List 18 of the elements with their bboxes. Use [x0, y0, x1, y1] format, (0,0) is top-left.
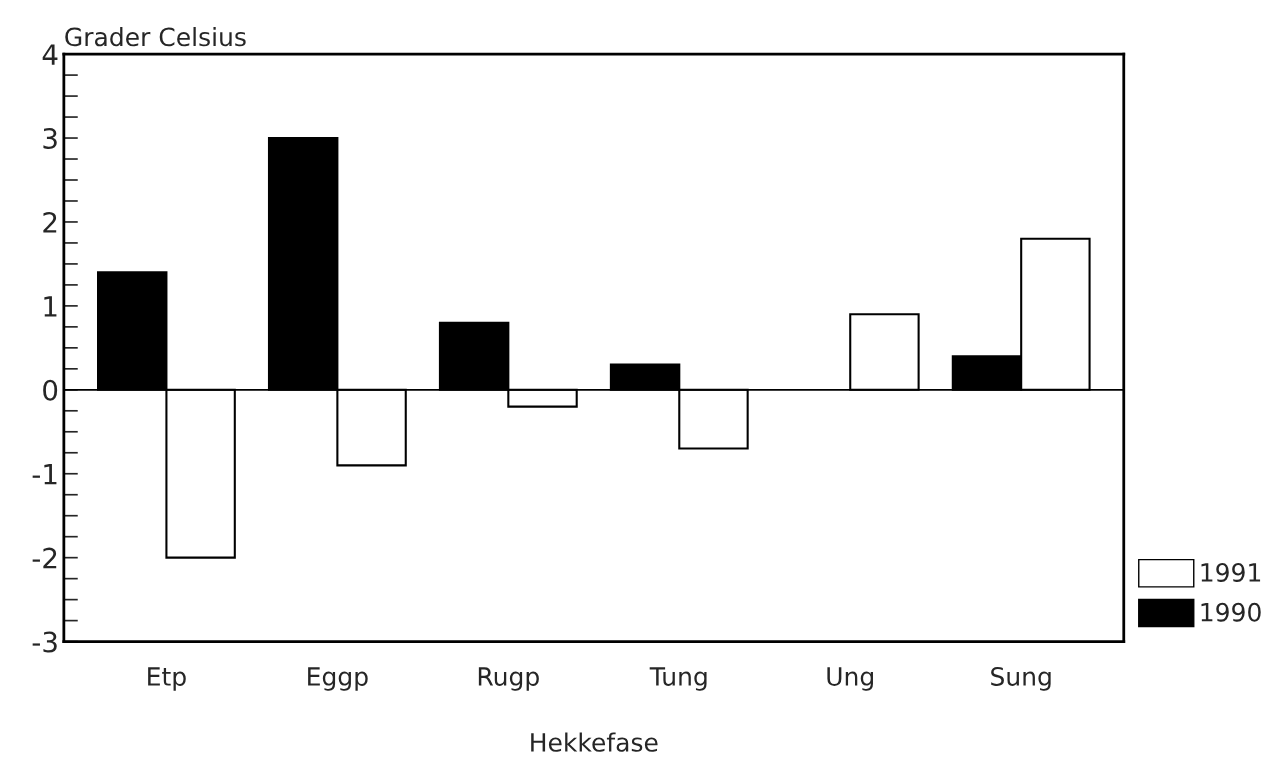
y-tick-label: -2: [32, 547, 57, 569]
x-tick-label: Tung: [649, 667, 707, 691]
legend-label: 1990: [1201, 602, 1261, 622]
y-tick-label: -3: [32, 631, 57, 653]
y-tick-label: 3: [43, 127, 57, 149]
legend-label: 1991: [1201, 563, 1261, 582]
y-tick-label: -1: [32, 464, 57, 485]
x-axis-title: Hekkefase: [531, 732, 658, 752]
x-tick-label: Ung: [827, 667, 873, 691]
y-axis-title: Grader Celsius: [65, 26, 246, 47]
y-tick-label: 1: [44, 296, 57, 317]
y-tick-label: 4: [42, 44, 58, 65]
x-tick-label: Sung: [991, 667, 1051, 691]
x-tick-label: Eggp: [308, 667, 368, 691]
y-tick-label: 2: [43, 211, 57, 233]
y-tick-label: 0: [43, 379, 58, 401]
x-tick-label: Etp: [148, 667, 186, 691]
x-tick-label: Rugp: [478, 667, 539, 691]
